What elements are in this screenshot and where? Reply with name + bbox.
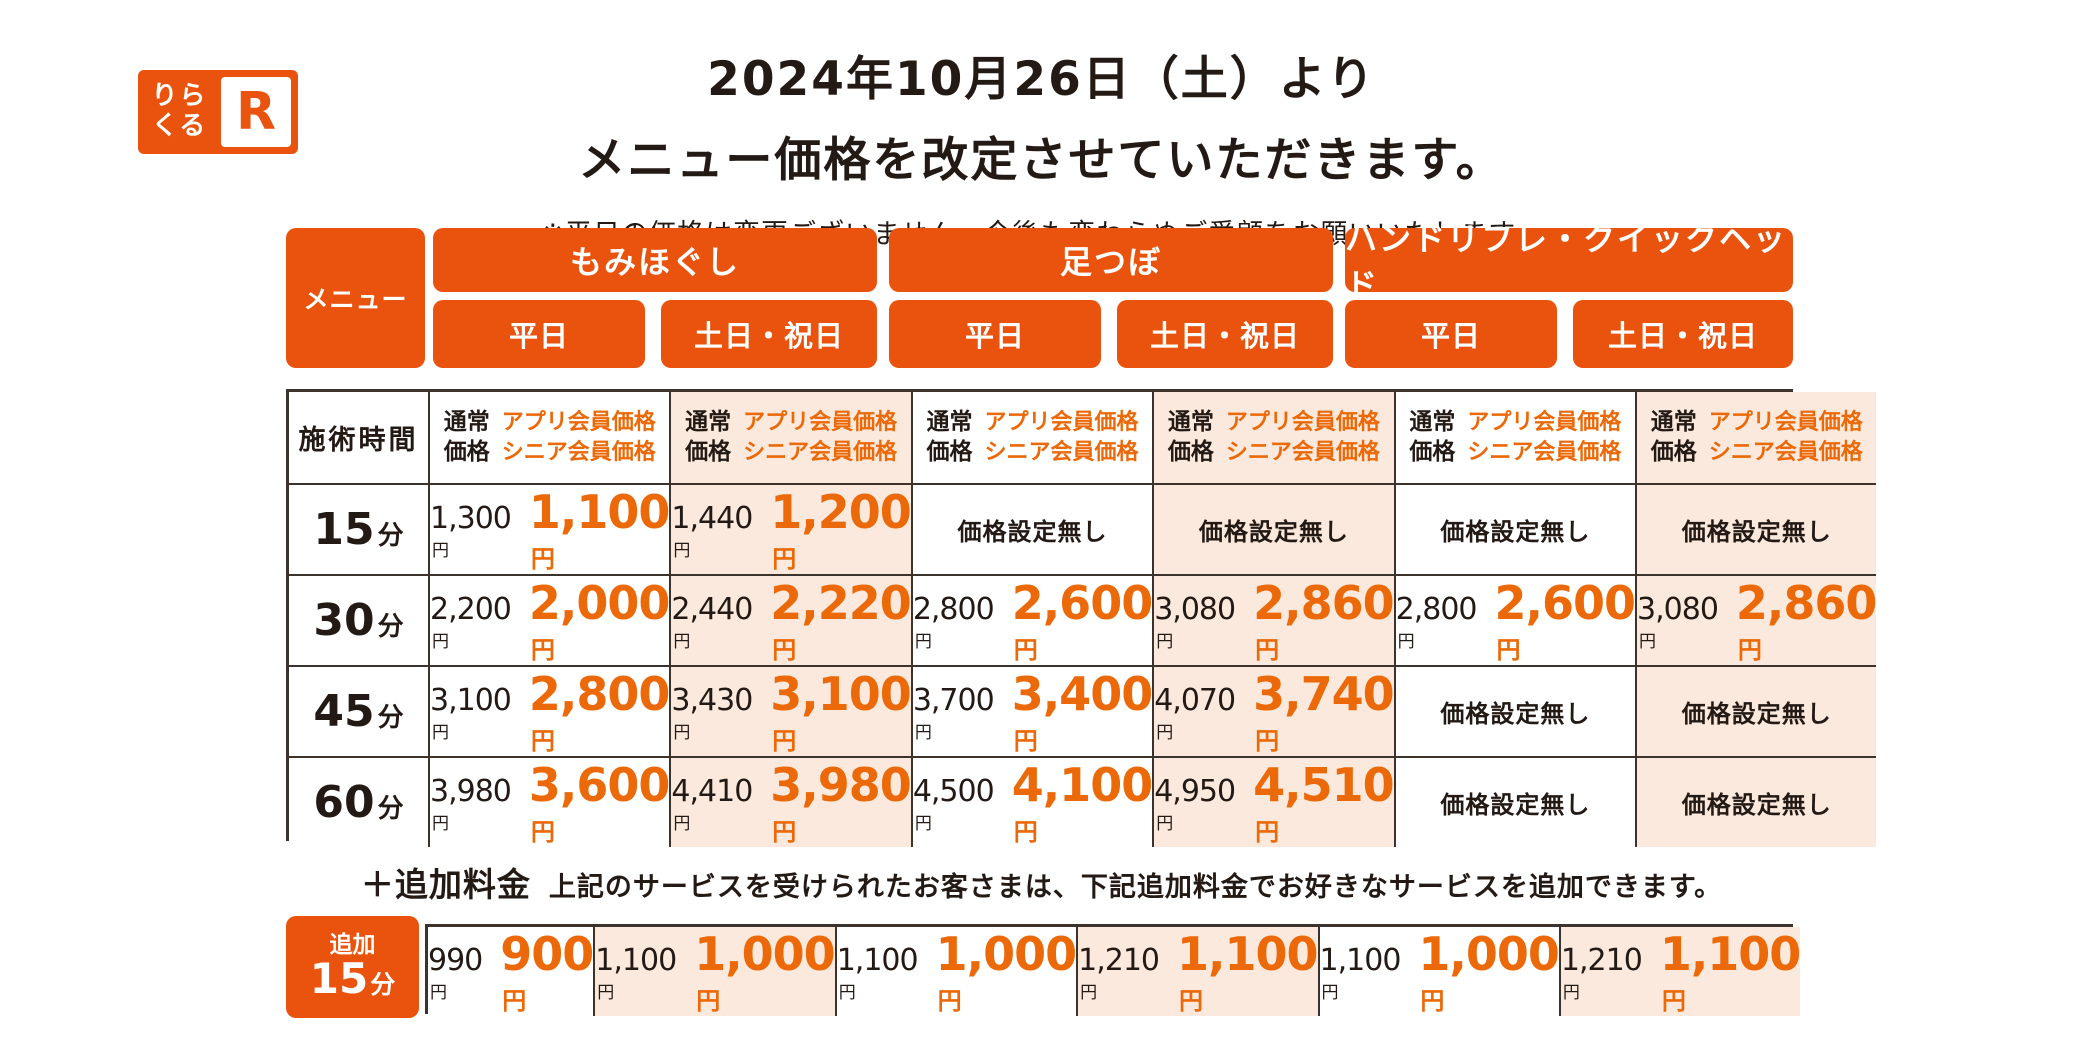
duration-cell-30: 30 分 [289,574,428,665]
no-price-cell: 価格設定無し [1635,483,1877,574]
no-price-cell: 価格設定無し [1393,756,1636,847]
price-table: 施術時間 通常 価格 アプリ会員価格 シニア会員価格 通常 価格 アプリ会員価格 シニア… [286,389,1877,847]
price-cell: 3,980円 3,600円 [428,756,670,847]
no-price-cell: 価格設定無し [1393,665,1636,756]
price-cell: 1,100円 1,000円 [834,927,1077,1016]
addon-note: ＋追加料金 上記のサービスを受けられたお客さまは、下記追加料金でお好きなサービスを… [0,858,2083,906]
duration-cell-60: 60 分 [289,756,428,847]
price-cell: 2,800円 2,600円 [1393,574,1636,665]
menu-corner-label: メニュー [286,228,425,368]
price-type-header: 通常 価格 アプリ会員価格 シニア会員価格 [1393,392,1636,483]
logo-kana-top: りら [151,81,208,112]
service-band-handrefle-quickhead: ハンドリフレ・クイックヘッド [1345,220,1793,304]
price-cell: 990円 900円 [428,927,594,1016]
announcement-date: 2024年10月26日（土）より [707,52,1376,107]
price-cell: 1,210円 1,100円 [1558,927,1801,1016]
price-cell: 1,440円 1,200円 [669,483,912,574]
day-band-handrefle-weekend: 土日・祝日 [1573,300,1793,368]
no-price-cell: 価格設定無し [1635,665,1877,756]
price-cell: 3,080円 2,860円 [1635,574,1877,665]
price-type-header: 通常 価格 アプリ会員価格 シニア会員価格 [910,392,1153,483]
duration-cell-45: 45 分 [289,665,428,756]
addon-15min-box: 追加 15 分 [286,916,419,1018]
no-price-cell: 価格設定無し [1635,756,1877,847]
duration-cell-15: 15 分 [289,483,428,574]
service-band-ashitsubo: 足つぼ [889,228,1333,292]
price-cell: 4,070円 3,740円 [1152,665,1395,756]
price-cell: 1,100円 1,000円 [1317,927,1560,1016]
price-cell: 3,700円 3,400円 [910,665,1153,756]
price-type-header: 通常 価格 アプリ会員価格 シニア会員価格 [1152,392,1394,483]
day-band-momihogushi-weekday: 平日 [433,300,645,368]
day-band-momihogushi-weekend: 土日・祝日 [661,300,877,368]
price-type-header: 通常 価格 アプリ会員価格 シニア会員価格 [1635,392,1877,483]
price-cell: 4,950円 4,510円 [1152,756,1395,847]
addon-description: 上記のサービスを受けられたお客さまは、下記追加料金でお好きなサービスを追加できま… [548,872,1723,903]
price-type-header: 通常 価格 アプリ会員価格 シニア会員価格 [669,392,911,483]
addon-price-table: 990円 900円 1,100円 1,000円 1,100円 1,000円 1,210… [425,924,1801,1016]
price-cell: 3,080円 2,860円 [1152,574,1395,665]
price-cell: 1,210円 1,100円 [1076,927,1319,1016]
rirakuru-logo: りら くる R [138,70,298,154]
price-cell: 1,100円 1,000円 [593,927,836,1016]
addon-heading: ＋追加料金 [360,865,531,904]
price-cell: 2,440円 2,220円 [669,574,912,665]
day-band-handrefle-weekday: 平日 [1345,300,1557,368]
day-band-ashitsubo-weekend: 土日・祝日 [1117,300,1333,368]
logo-r-mark: R [221,77,291,147]
logo-kana-text: りら くる [138,81,221,142]
no-price-cell: 価格設定無し [1152,483,1394,574]
duration-header: 施術時間 [289,392,428,483]
price-cell: 2,200円 2,000円 [428,574,670,665]
price-cell: 3,100円 2,800円 [428,665,670,756]
announcement-title: メニュー価格を改定させていただきます。 [578,133,1505,188]
price-cell: 4,500円 4,100円 [910,756,1153,847]
logo-kana-bottom: くる [151,111,208,141]
price-cell: 3,430円 3,100円 [669,665,912,756]
no-price-cell: 価格設定無し [910,483,1153,574]
service-band-momihogushi: もみほぐし [433,228,877,292]
price-cell: 1,300円 1,100円 [428,483,670,574]
price-cell: 2,800円 2,600円 [910,574,1153,665]
price-type-header: 通常 価格 アプリ会員価格 シニア会員価格 [428,392,670,483]
price-cell: 4,410円 3,980円 [669,756,912,847]
no-price-cell: 価格設定無し [1393,483,1636,574]
day-band-ashitsubo-weekday: 平日 [889,300,1101,368]
